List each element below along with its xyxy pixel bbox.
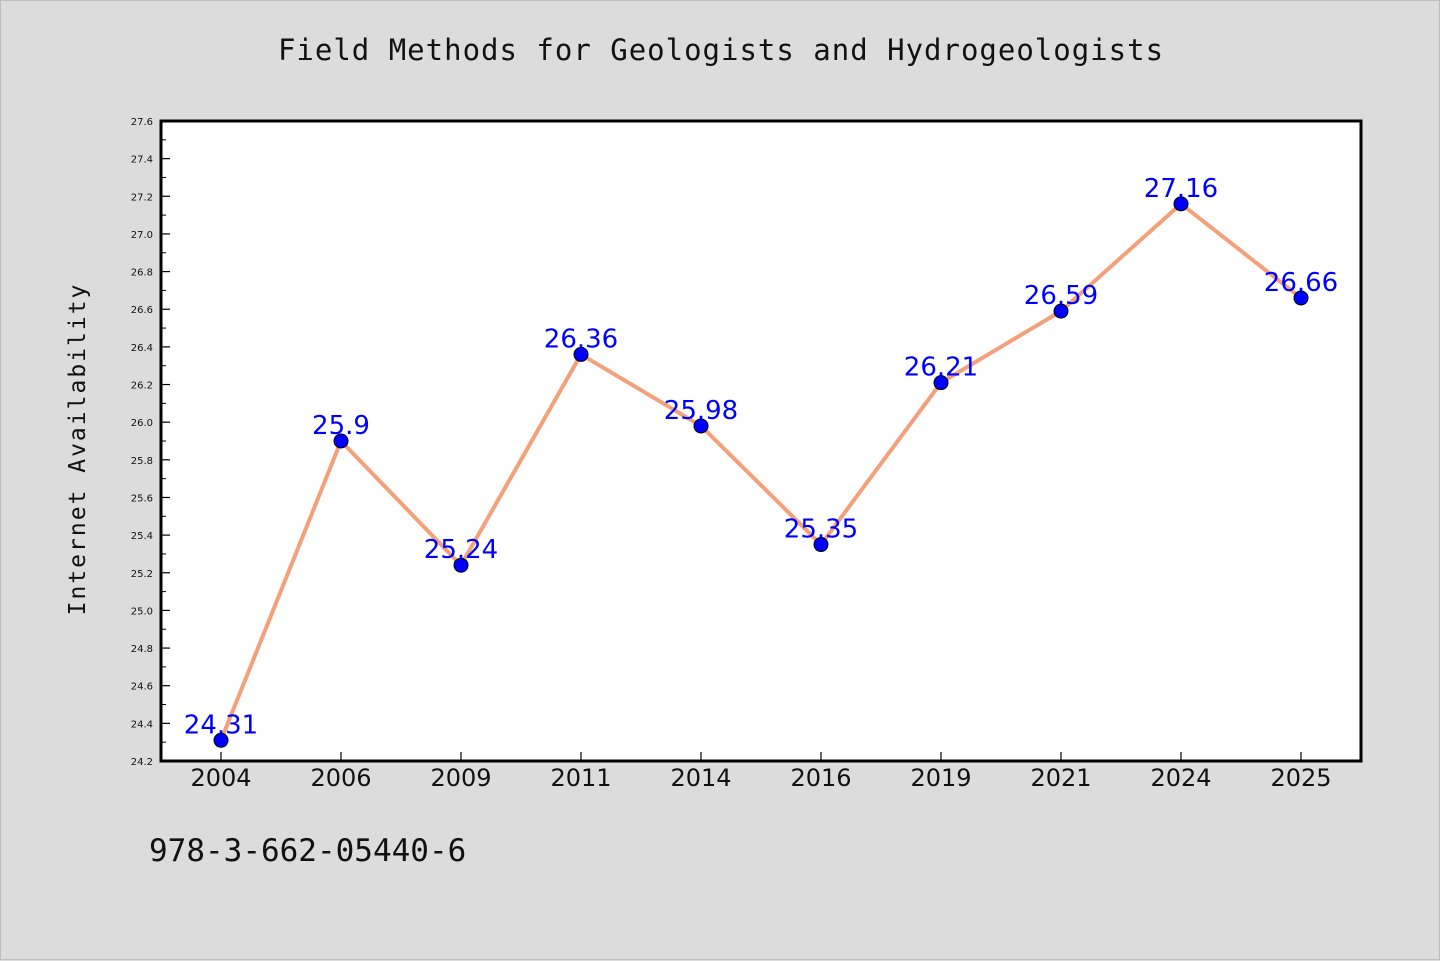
data-point xyxy=(813,537,829,553)
x-tick-label: 2006 xyxy=(310,764,371,792)
data-point xyxy=(1053,303,1069,319)
y-tick-label: 27.6 xyxy=(131,117,153,128)
data-label: 26.66 xyxy=(1264,268,1338,298)
x-tick-label: 2025 xyxy=(1270,764,1331,792)
x-tick-label: 2009 xyxy=(430,764,491,792)
y-tick-label: 25.8 xyxy=(131,456,153,467)
isbn-text: 978-3-662-05440-6 xyxy=(149,833,467,869)
y-tick-label: 24.6 xyxy=(131,682,153,693)
data-label: 24.31 xyxy=(184,710,258,740)
y-tick-label: 26.0 xyxy=(131,418,153,429)
x-tick-label: 2016 xyxy=(790,764,851,792)
y-tick-label: 26.4 xyxy=(131,343,153,354)
y-tick-label: 26.8 xyxy=(131,268,153,279)
x-tick-label: 2014 xyxy=(670,764,731,792)
data-label: 26.59 xyxy=(1024,281,1098,311)
data-label: 26.21 xyxy=(904,353,978,383)
x-tick-label: 2024 xyxy=(1150,764,1211,792)
data-point xyxy=(1293,290,1309,306)
y-tick-label: 25.2 xyxy=(131,569,153,580)
series-line xyxy=(219,201,1303,742)
data-point xyxy=(573,346,589,362)
y-tick-label: 24.4 xyxy=(131,719,153,730)
chart-title: Field Methods for Geologists and Hydroge… xyxy=(277,33,1165,67)
data-point xyxy=(1173,196,1189,212)
x-tick-label: 2004 xyxy=(190,764,251,792)
y-tick-label: 27.2 xyxy=(131,192,153,203)
data-label: 25.9 xyxy=(312,411,370,441)
data-point xyxy=(933,375,949,391)
data-label: 25.98 xyxy=(664,396,738,426)
x-tick-label: 2011 xyxy=(550,764,611,792)
y-axis-label: Internet Availability xyxy=(65,283,91,616)
x-tick-label: 2021 xyxy=(1030,764,1091,792)
y-tick-label: 25.4 xyxy=(131,531,153,542)
data-point xyxy=(693,418,709,434)
y-tick-label: 24.2 xyxy=(131,757,153,768)
plot-area xyxy=(159,119,1363,763)
data-label: 26.36 xyxy=(544,324,618,354)
y-tick-label: 25.0 xyxy=(131,606,153,617)
y-tick-label: 26.2 xyxy=(131,381,153,392)
x-tick-label: 2019 xyxy=(910,764,971,792)
y-tick-label: 26.6 xyxy=(131,305,153,316)
y-tick-label: 27.4 xyxy=(131,155,153,166)
data-label: 27.16 xyxy=(1144,174,1218,204)
y-tick-label: 25.6 xyxy=(131,493,153,504)
data-point xyxy=(453,557,469,573)
data-label: 25.24 xyxy=(424,535,498,565)
y-tick-label: 27.0 xyxy=(131,230,153,241)
y-tick-label: 24.8 xyxy=(131,644,153,655)
data-point xyxy=(333,433,349,449)
data-label: 25.35 xyxy=(784,515,858,545)
data-point xyxy=(213,732,229,748)
